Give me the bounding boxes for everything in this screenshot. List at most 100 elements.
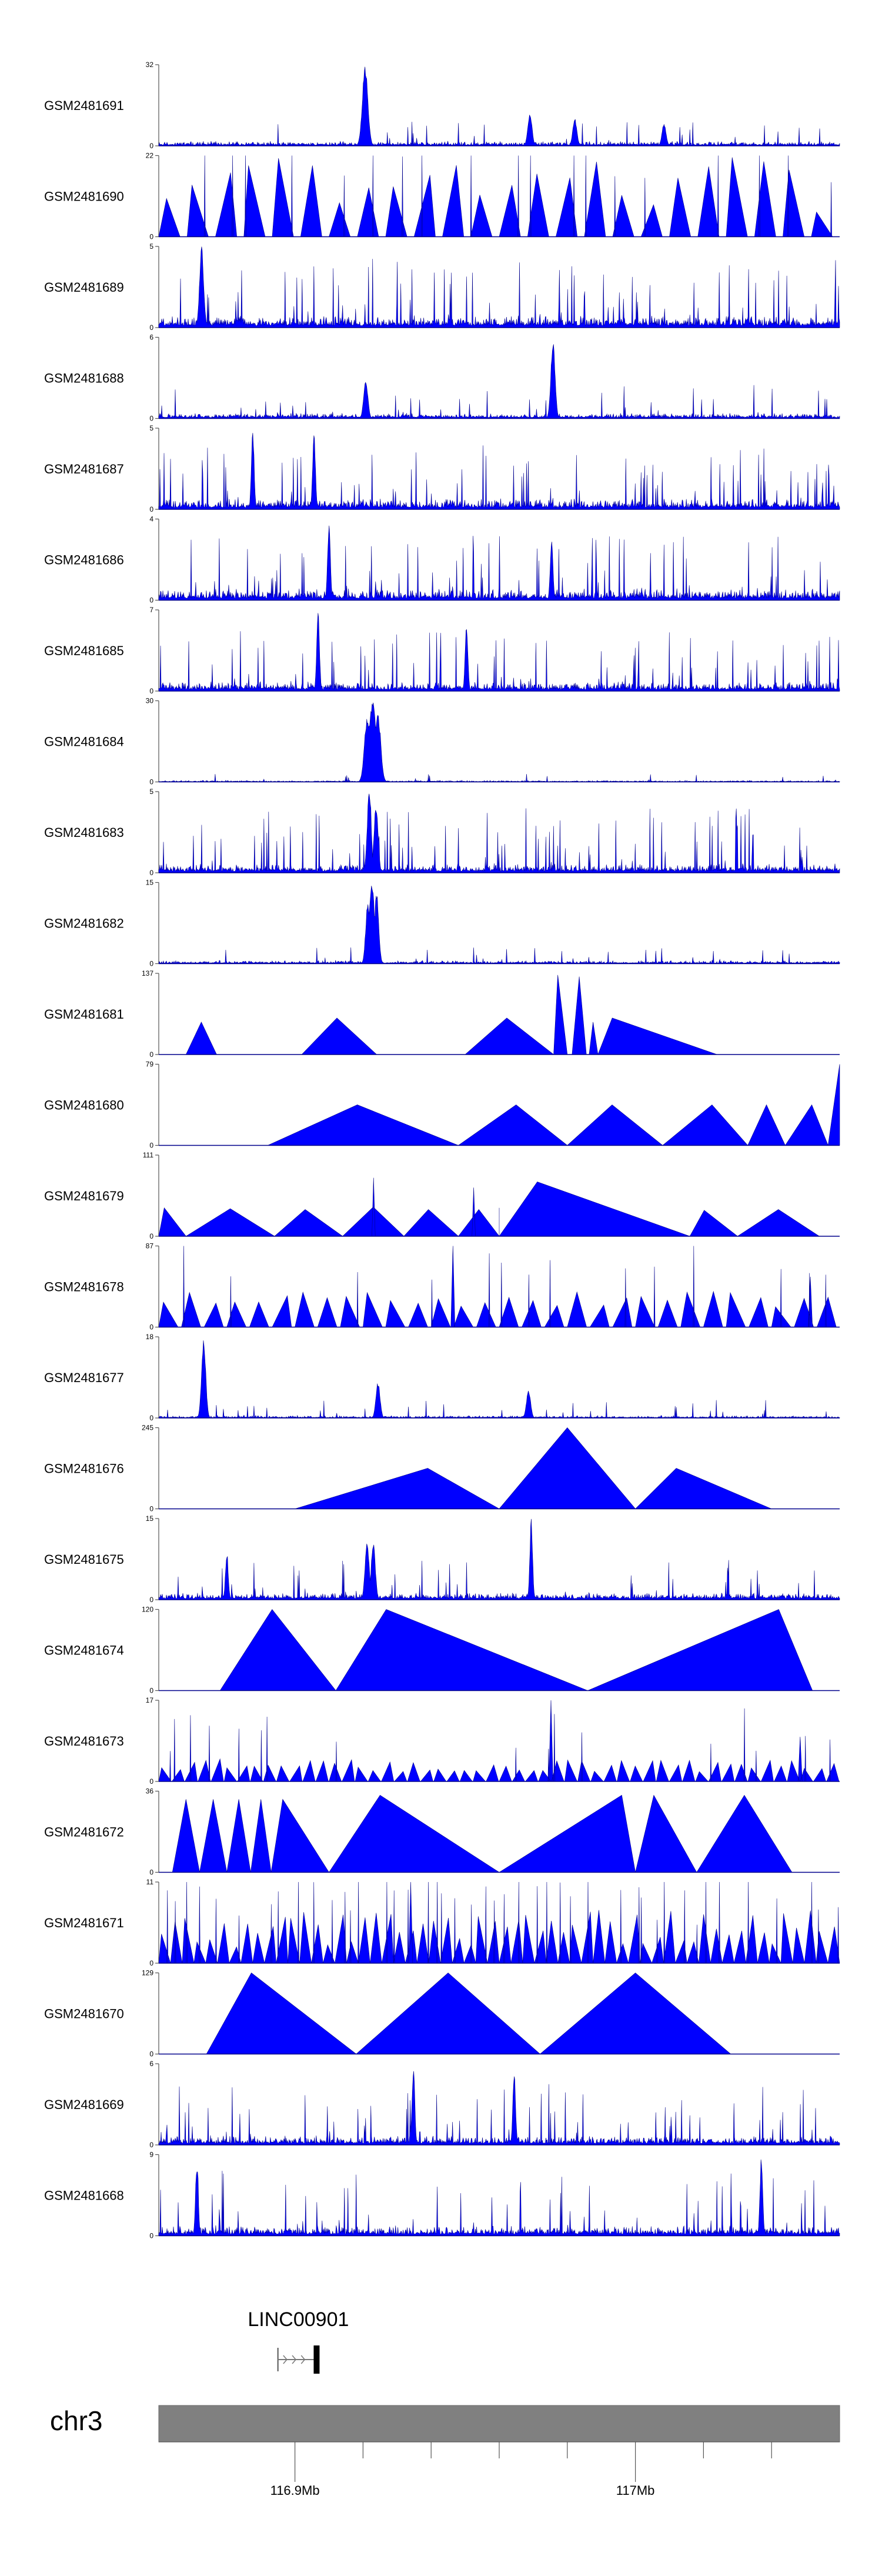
y-tick-label-max: 15 (146, 1514, 154, 1523)
strand-arrow (300, 2355, 306, 2364)
track-GSM2481671: GSM2481671 11 0 (44, 1878, 840, 1967)
gene-annotation-track: LINC00901 (248, 2308, 349, 2374)
coverage-tracks: GSM2481691320GSM2481690220GSM248168950GS… (44, 61, 840, 2240)
track-label: GSM2481668 (44, 2188, 124, 2203)
y-tick-label-min: 0 (149, 778, 153, 786)
track-label: GSM2481682 (44, 916, 124, 931)
track-GSM2481691: GSM2481691 32 0 (44, 61, 840, 150)
y-tick-label-min: 0 (149, 1596, 153, 1604)
y-tick-label-min: 0 (149, 1505, 153, 1513)
coverage-area (158, 1340, 840, 1419)
y-tick-label-min: 0 (149, 960, 153, 968)
coverage-area (158, 702, 840, 782)
coverage-area (158, 886, 840, 964)
y-tick-label-max: 7 (149, 606, 153, 614)
y-tick-label-min: 0 (149, 233, 153, 241)
y-tick-label-max: 245 (142, 1424, 153, 1432)
coverage-area (206, 1973, 731, 2054)
y-tick-label-max: 17 (146, 1696, 154, 1704)
track-label: GSM2481684 (44, 735, 124, 749)
y-tick-label-min: 0 (149, 1777, 153, 1786)
track-GSM2481689: GSM2481689 5 0 (44, 242, 840, 332)
y-tick-label-min: 0 (149, 869, 153, 877)
y-tick-label-max: 11 (146, 1878, 154, 1886)
chromosome-bar (158, 2405, 840, 2442)
coverage-area (158, 1881, 840, 1964)
gene-label: LINC00901 (248, 2308, 349, 2331)
track-label: GSM2481690 (44, 189, 124, 204)
strand-arrow (283, 2355, 288, 2364)
track-GSM2481687: GSM2481687 5 0 (44, 424, 840, 513)
y-tick-label-max: 5 (149, 424, 153, 432)
track-label: GSM2481671 (44, 1916, 124, 1930)
track-label: GSM2481670 (44, 2007, 124, 2021)
chromosome-label: chr3 (50, 2405, 102, 2436)
y-tick-label-min: 0 (149, 415, 153, 423)
y-tick-label-max: 32 (146, 61, 154, 69)
coverage-area (158, 246, 840, 328)
coverage-area (158, 433, 840, 510)
y-tick-label-min: 0 (149, 1687, 153, 1695)
y-tick-label-min: 0 (149, 1232, 153, 1240)
y-tick-label-min: 0 (149, 2050, 153, 2058)
y-tick-label-max: 129 (142, 1969, 153, 1977)
track-label: GSM2481680 (44, 1098, 124, 1113)
y-tick-label-max: 137 (142, 969, 153, 977)
y-tick-label-min: 0 (149, 1323, 153, 1332)
y-tick-label-max: 79 (146, 1060, 154, 1069)
y-tick-label-max: 22 (146, 152, 154, 160)
track-GSM2481680: GSM2481680 79 0 (44, 1060, 840, 1150)
track-GSM2481674: GSM2481674 120 0 (44, 1606, 840, 1695)
track-GSM2481668: GSM2481668 9 0 (44, 2151, 840, 2240)
x-tick-label: 117Mb (616, 2483, 655, 2498)
y-tick-label-max: 36 (146, 1787, 154, 1796)
track-label: GSM2481691 (44, 98, 124, 113)
coverage-area (185, 975, 717, 1055)
y-tick-label-max: 6 (149, 333, 153, 342)
x-tick-label: 116.9Mb (270, 2483, 320, 2498)
track-label: GSM2481677 (44, 1370, 124, 1385)
y-tick-label-max: 18 (146, 1333, 154, 1341)
coverage-area (158, 1700, 840, 1782)
track-label: GSM2481688 (44, 371, 124, 386)
track-label: GSM2481674 (44, 1643, 124, 1658)
y-tick-label-min: 0 (149, 596, 153, 605)
y-tick-label-max: 30 (146, 697, 154, 705)
track-label: GSM2481689 (44, 280, 124, 295)
track-GSM2481690: GSM2481690 22 0 (44, 152, 840, 241)
coverage-area (158, 1246, 837, 1327)
y-tick-label-max: 120 (142, 1606, 153, 1614)
y-tick-label-min: 0 (149, 1050, 153, 1059)
track-GSM2481669: GSM2481669 6 0 (44, 2060, 840, 2149)
y-tick-label-max: 15 (146, 879, 154, 887)
track-GSM2481688: GSM2481688 6 0 (44, 333, 840, 423)
y-tick-label-min: 0 (149, 505, 153, 513)
y-tick-label-min: 0 (149, 2141, 153, 2149)
y-tick-label-max: 9 (149, 2151, 153, 2159)
coverage-area (158, 2159, 840, 2236)
y-tick-label-min: 0 (149, 1959, 153, 1967)
track-GSM2481681: GSM2481681 137 0 (44, 969, 840, 1059)
coverage-area (172, 1794, 793, 1873)
track-GSM2481679: GSM2481679 111 0 (44, 1151, 840, 1240)
coverage-area (158, 66, 840, 146)
y-tick-label-min: 0 (149, 323, 153, 332)
track-GSM2481672: GSM2481672 36 0 (44, 1787, 840, 1877)
track-label: GSM2481687 (44, 462, 124, 476)
coverage-area (158, 613, 840, 692)
coverage-area (295, 1427, 772, 1509)
coverage-area (158, 155, 833, 237)
y-tick-label-min: 0 (149, 687, 153, 695)
y-tick-label-min: 0 (149, 1868, 153, 1877)
track-GSM2481670: GSM2481670 129 0 (44, 1969, 840, 2058)
y-tick-label-max: 4 (149, 515, 153, 523)
track-label: GSM2481672 (44, 1825, 124, 1840)
track-label: GSM2481686 (44, 553, 124, 568)
track-GSM2481685: GSM2481685 7 0 (44, 606, 840, 695)
coverage-area (158, 1177, 820, 1237)
track-GSM2481675: GSM2481675 15 0 (44, 1514, 840, 1604)
track-label: GSM2481679 (44, 1189, 124, 1203)
gene-exon (313, 2345, 320, 2374)
coverage-area (158, 793, 840, 873)
track-GSM2481682: GSM2481682 15 0 (44, 879, 840, 968)
